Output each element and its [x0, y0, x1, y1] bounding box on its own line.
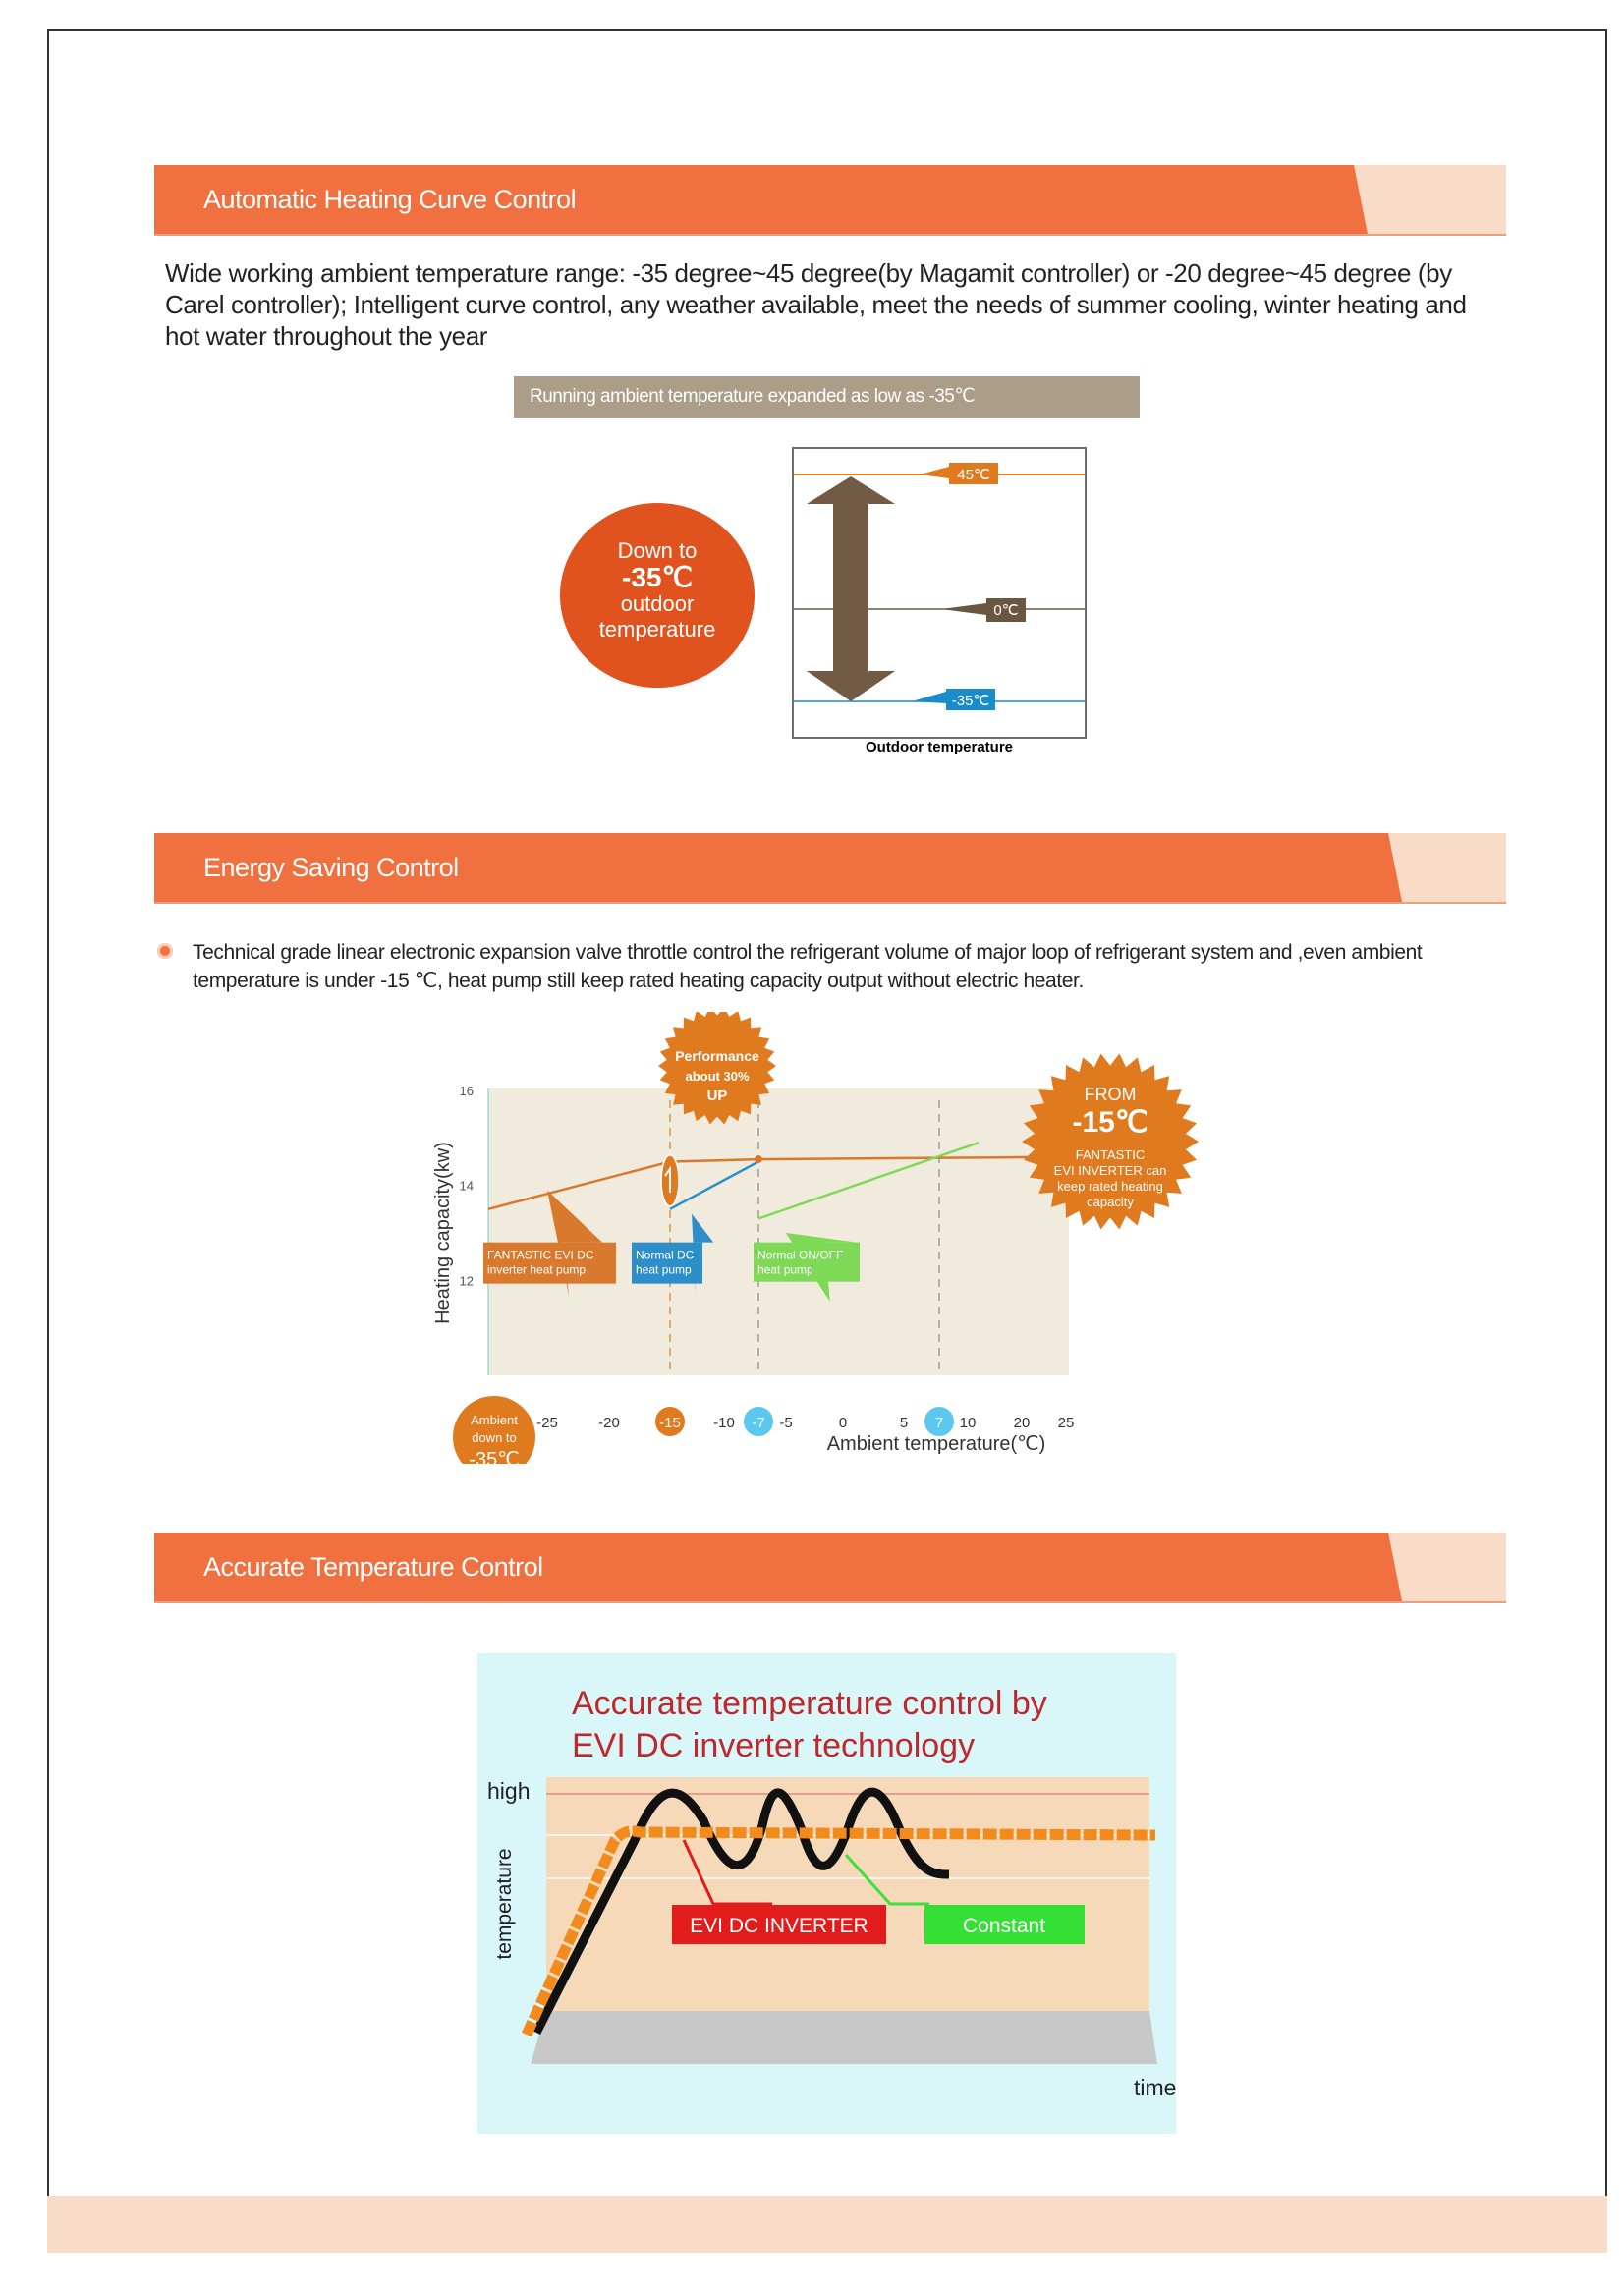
- series-line: [757, 1141, 980, 1220]
- x-tick-label: 5: [900, 1415, 908, 1431]
- section-title: Automatic Heating Curve Control: [203, 185, 577, 214]
- series-legend-box: [483, 1242, 616, 1284]
- series-legend-label: Normal DC: [636, 1249, 695, 1262]
- tick-highlight: [655, 1407, 685, 1436]
- double-arrow-icon: [807, 476, 895, 701]
- evi-label: EVI DC INVERTER: [690, 1915, 868, 1937]
- x-tick-label: -20: [598, 1415, 620, 1431]
- annotation-text: down to: [472, 1430, 517, 1445]
- y-axis-label: Heating capacity(kw): [432, 1142, 454, 1324]
- y-tick-label: 14: [460, 1179, 474, 1194]
- page-border: [47, 29, 1607, 2201]
- annotation-text: FANTASTIC: [1076, 1147, 1146, 1162]
- x-tick-label: 0: [839, 1415, 847, 1431]
- series-legend-box: [632, 1242, 702, 1284]
- series-legend-label: FANTASTIC EVI DC: [487, 1249, 594, 1262]
- annotation-text: keep rated heating: [1057, 1179, 1163, 1194]
- time-label: time: [1134, 2075, 1176, 2100]
- up-arrow-icon: [664, 1165, 671, 1193]
- series-legend-label: heat pump: [757, 1263, 813, 1277]
- mid-label: 0℃: [993, 602, 1018, 619]
- x-tick-label: -10: [713, 1415, 735, 1431]
- series-legend-box: [754, 1242, 860, 1282]
- x-tick-label: 10: [960, 1415, 977, 1431]
- y-tick-label: 12: [460, 1273, 474, 1288]
- badge-value: -35℃: [622, 562, 693, 592]
- high-label: high: [487, 1778, 530, 1804]
- y-tick-label: 16: [460, 1084, 474, 1098]
- performance-starburst: [658, 1012, 776, 1125]
- callout-pointer: [547, 1190, 602, 1297]
- ambient-badge: [453, 1396, 535, 1464]
- accurate-temperature-illustration: Accurate temperature control by EVI DC i…: [477, 1653, 1176, 2134]
- footer-band: [47, 2196, 1607, 2253]
- x-tick-label: -25: [536, 1415, 558, 1431]
- outdoor-temperature-caption: Outdoor temperature: [865, 739, 1013, 755]
- temperature-range-diagram: 45℃ 0℃ -35℃: [792, 447, 1087, 739]
- constant-label: Constant: [963, 1915, 1045, 1937]
- constant-curve: [532, 1787, 950, 2036]
- callout-pointer: [692, 1213, 714, 1297]
- series-line: [487, 1155, 1067, 1211]
- annotation-text: capacity: [1087, 1195, 1134, 1209]
- badge-line: Down to: [617, 538, 698, 563]
- x-axis-label: Ambient temperature(℃): [827, 1433, 1046, 1455]
- x-tick-label: -7: [752, 1415, 764, 1431]
- evi-curve: [521, 1825, 1156, 2037]
- heating-curve-description: Wide working ambient temperature range: …: [165, 258, 1467, 351]
- tick-highlight: [744, 1407, 773, 1436]
- range-banner: Running ambient temperature expanded as …: [514, 376, 1140, 418]
- section-title: Energy Saving Control: [203, 853, 459, 882]
- section-header-energy-saving: Energy Saving Control: [154, 833, 1506, 904]
- section-header-heating-curve: Automatic Heating Curve Control: [154, 165, 1506, 236]
- temperature-label: temperature: [493, 1848, 516, 1959]
- tick-highlight: [924, 1407, 954, 1436]
- badge-line: outdoor: [620, 591, 695, 616]
- illustration-title: EVI DC inverter technology: [572, 1727, 975, 1764]
- annotation-text: Ambient: [471, 1413, 518, 1427]
- series-legend-label: inverter heat pump: [487, 1263, 586, 1277]
- x-tick-label: -15: [659, 1415, 681, 1431]
- annotation-text: FROM: [1085, 1085, 1137, 1104]
- series-legend-label: Normal ON/OFF: [757, 1249, 843, 1262]
- illustration-title: Accurate temperature control by: [572, 1685, 1047, 1722]
- annotation-text: Performance: [675, 1048, 759, 1064]
- x-tick-label: 25: [1058, 1415, 1075, 1431]
- x-tick-label: -5: [779, 1415, 792, 1431]
- energy-saving-text: Technical grade linear electronic expans…: [193, 941, 1423, 992]
- section-title: Accurate Temperature Control: [203, 1552, 543, 1582]
- annotation-text: UP: [707, 1088, 728, 1104]
- x-tick-label: 7: [935, 1415, 943, 1431]
- annotation-text: -35℃: [469, 1449, 519, 1464]
- low-label: -35℃: [952, 693, 990, 709]
- high-label: 45℃: [957, 467, 990, 483]
- section-header-accurate: Accurate Temperature Control: [154, 1533, 1506, 1603]
- bullet-icon: [157, 943, 173, 959]
- annotation-text: EVI INVERTER can: [1054, 1163, 1167, 1178]
- heating-capacity-chart: 12 14 16 -25 -20 -15 -10 -7 -5 0 5 7 10 20 25 FANTASTIC…: [432, 1012, 1199, 1464]
- down-to-badge: Down to -35℃ outdoor temperature: [560, 503, 755, 688]
- series-legend-label: heat pump: [636, 1263, 692, 1277]
- annotation-text: about 30%: [685, 1069, 749, 1084]
- badge-line: temperature: [598, 617, 716, 641]
- series-point: [755, 1155, 762, 1164]
- annotation-text: -15℃: [1072, 1106, 1148, 1139]
- series-line: [669, 1160, 759, 1210]
- x-tick-label: 20: [1014, 1415, 1031, 1431]
- from-starburst: [1022, 1053, 1199, 1230]
